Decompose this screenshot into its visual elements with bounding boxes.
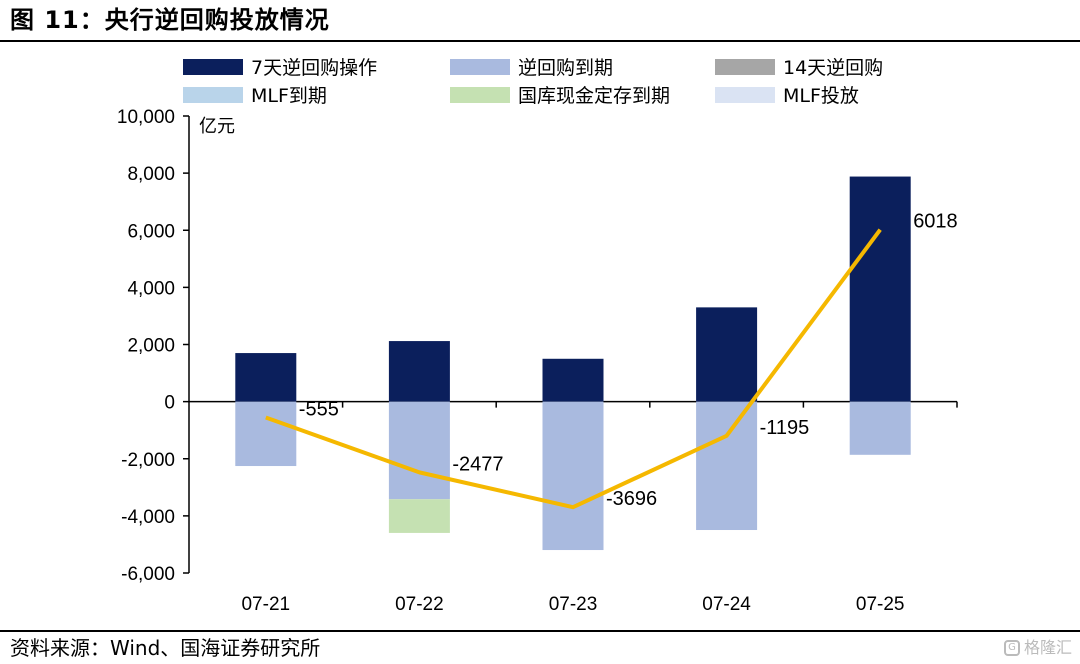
watermark-logo-icon: G [1003, 640, 1020, 656]
x-tick-label: 07-24 [702, 594, 751, 615]
legend-label: 国库现金定存到期 [518, 85, 670, 107]
y-tick-label: -2,000 [121, 450, 175, 471]
legend: 7天逆回购操作 逆回购到期 14天逆回购 MLF到期 国库现金定存到期 MLF投放 [183, 57, 883, 107]
legend-label: 7天逆回购操作 [251, 57, 377, 79]
bar-treasury-deposit-maturity-07-22 [388, 499, 450, 533]
reverse-repo-chart: 7天逆回购操作 逆回购到期 14天逆回购 MLF到期 国库现金定存到期 MLF投放 10,… [117, 57, 958, 615]
bar-reverse-repo-7d-07-23 [542, 358, 604, 402]
bar-reverse-repo-7d-07-24 [696, 307, 758, 402]
x-tick-label: 07-21 [241, 594, 290, 615]
legend-label: 逆回购到期 [518, 57, 613, 79]
net-value-label: -1195 [760, 417, 810, 439]
net-value-label: -555 [299, 398, 339, 420]
y-tick-label: 2,000 [127, 336, 175, 357]
bar-reverse-repo-maturity-07-24 [696, 401, 758, 531]
watermark-text: 格隆汇 [1023, 638, 1072, 657]
bar-reverse-repo-maturity-07-22 [388, 401, 450, 500]
y-tick-label: -6,000 [121, 564, 175, 585]
top-rule [0, 40, 1080, 42]
net-line-layer: -555 -2477 -3696 -1195 6018 [265, 211, 958, 510]
bar-reverse-repo-maturity-07-23 [542, 401, 604, 551]
net-value-label: -2477 [452, 453, 503, 475]
x-ticks: 07-21 07-22 07-23 07-24 07-25 [241, 401, 958, 615]
legend-swatch-mlf-maturity [183, 87, 243, 103]
y-tick-label: 0 [164, 393, 175, 414]
legend-swatch-reverse-repo-7d [183, 59, 243, 75]
y-tick-label: -4,000 [121, 507, 175, 528]
net-value-label: -3696 [606, 488, 657, 510]
y-unit-label: 亿元 [199, 116, 235, 137]
legend-swatch-mlf-injection [715, 87, 775, 103]
y-ticks: 10,000 8,000 6,000 4,000 2,000 0 -2,000 -4,000 -… [117, 107, 189, 585]
legend-swatch-reverse-repo-14d [715, 59, 775, 75]
legend-label: MLF到期 [251, 85, 327, 107]
x-tick-label: 07-22 [395, 594, 444, 615]
legend-swatch-treasury-deposit-maturity [450, 87, 510, 103]
bar-reverse-repo-7d-07-21 [235, 353, 297, 402]
legend-label: MLF投放 [783, 85, 859, 107]
figure-title: 图 11：央行逆回购投放情况 [10, 6, 330, 34]
y-tick-label: 4,000 [127, 278, 175, 299]
bottom-rule [0, 630, 1080, 632]
legend-swatch-reverse-repo-maturity [450, 59, 510, 75]
x-tick-label: 07-23 [549, 594, 598, 615]
bar-reverse-repo-maturity-07-25 [849, 401, 911, 455]
y-tick-label: 8,000 [127, 164, 175, 185]
bars [235, 176, 911, 551]
y-tick-label: 6,000 [127, 221, 175, 242]
x-tick-label: 07-25 [856, 594, 905, 615]
source-note: 资料来源：Wind、国海证券研究所 [10, 636, 321, 660]
watermark: G 格隆汇 [1003, 636, 1072, 660]
legend-label: 14天逆回购 [783, 57, 883, 79]
bar-reverse-repo-7d-07-22 [388, 341, 450, 402]
bar-reverse-repo-7d-07-25 [849, 176, 911, 402]
net-value-label: 6018 [913, 211, 958, 233]
y-tick-label: 10,000 [117, 107, 175, 128]
net-injection-line [265, 228, 882, 510]
bar-reverse-repo-maturity-07-21 [235, 401, 297, 467]
axes: 10,000 8,000 6,000 4,000 2,000 0 -2,000 -4,000 -… [117, 107, 958, 615]
